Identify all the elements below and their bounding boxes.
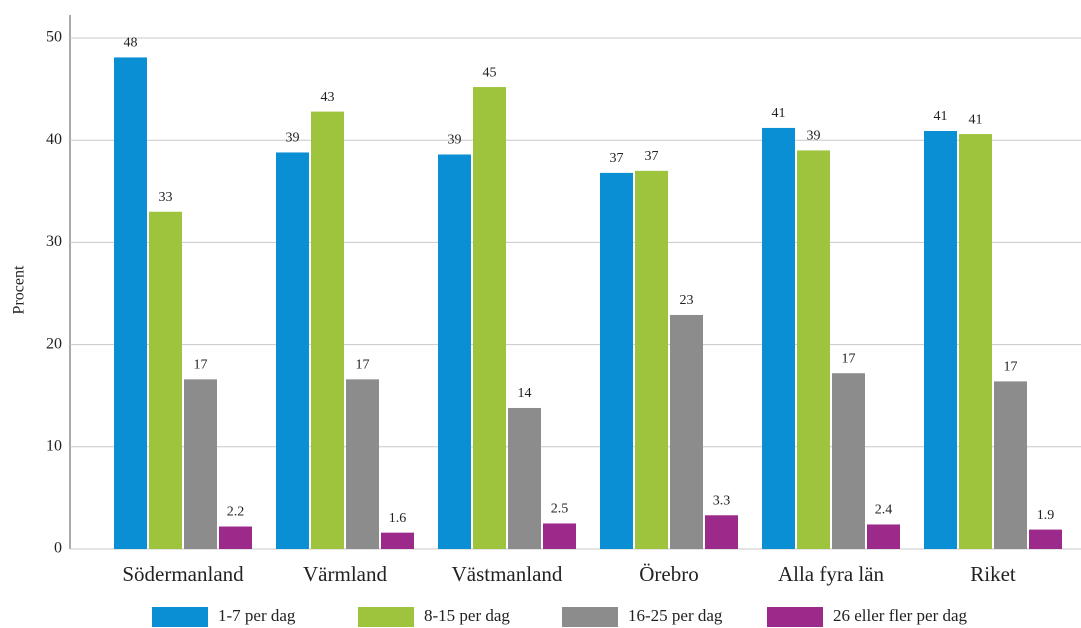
bar <box>114 57 147 549</box>
bar <box>924 131 957 549</box>
bar <box>1029 529 1062 549</box>
bar <box>959 134 992 549</box>
bar <box>705 515 738 549</box>
legend-label: 8-15 per dag <box>424 606 510 625</box>
bar <box>832 373 865 549</box>
value-label: 37 <box>645 149 659 164</box>
value-label: 39 <box>448 133 462 148</box>
value-label: 2.5 <box>551 502 569 517</box>
bar <box>670 314 703 549</box>
bar <box>543 523 576 549</box>
bar <box>508 407 541 549</box>
bar <box>184 379 217 549</box>
value-label: 1.6 <box>389 511 407 526</box>
bar <box>797 150 830 550</box>
legend-label: 26 eller fler per dag <box>833 606 968 625</box>
bar <box>438 154 471 549</box>
y-tick-label: 30 <box>46 233 62 250</box>
value-label: 48 <box>124 36 138 51</box>
value-label: 41 <box>772 106 786 121</box>
bar <box>635 170 668 550</box>
legend-swatch <box>767 607 823 627</box>
value-label: 41 <box>934 109 948 124</box>
value-label: 23 <box>680 293 694 308</box>
x-tick-label: Riket <box>970 562 1016 586</box>
legend-label: 1-7 per dag <box>218 606 296 625</box>
value-label: 14 <box>518 386 532 401</box>
value-label: 2.2 <box>227 505 245 520</box>
value-label: 3.3 <box>713 493 731 508</box>
value-label: 41 <box>969 112 983 127</box>
bar <box>473 87 506 549</box>
bar <box>994 381 1027 549</box>
x-tick-label: Värmland <box>303 562 387 586</box>
x-tick-label: Örebro <box>639 562 698 586</box>
value-label: 39 <box>286 131 300 146</box>
y-tick-label: 0 <box>54 540 62 557</box>
value-label: 17 <box>1004 360 1018 375</box>
y-axis-label: Procent <box>11 265 28 314</box>
value-label: 39 <box>807 129 821 144</box>
y-tick-label: 10 <box>46 437 62 454</box>
y-tick-label: 20 <box>46 335 62 352</box>
y-tick-label: 50 <box>46 29 62 46</box>
bar <box>311 111 344 550</box>
value-label: 45 <box>483 65 497 80</box>
y-tick-label: 40 <box>46 131 62 148</box>
x-tick-label: Västmanland <box>452 562 563 586</box>
bar <box>149 211 182 550</box>
bar <box>276 152 309 550</box>
value-label: 33 <box>159 190 173 205</box>
bar <box>346 379 379 549</box>
legend-swatch <box>152 607 208 627</box>
value-label: 37 <box>610 151 624 166</box>
bar <box>867 524 900 549</box>
value-label: 17 <box>194 358 208 373</box>
bar <box>381 532 414 549</box>
value-label: 2.4 <box>875 503 893 518</box>
value-label: 17 <box>356 358 370 373</box>
value-label: 1.9 <box>1037 508 1055 523</box>
x-tick-label: Södermanland <box>122 562 244 586</box>
legend-swatch <box>562 607 618 627</box>
bar <box>600 172 633 550</box>
bar <box>219 526 252 549</box>
legend-label: 16-25 per dag <box>628 606 723 625</box>
x-tick-label: Alla fyra län <box>778 562 885 586</box>
value-label: 43 <box>321 90 335 105</box>
legend-swatch <box>358 607 414 627</box>
bar <box>762 127 795 549</box>
value-label: 17 <box>842 351 856 366</box>
